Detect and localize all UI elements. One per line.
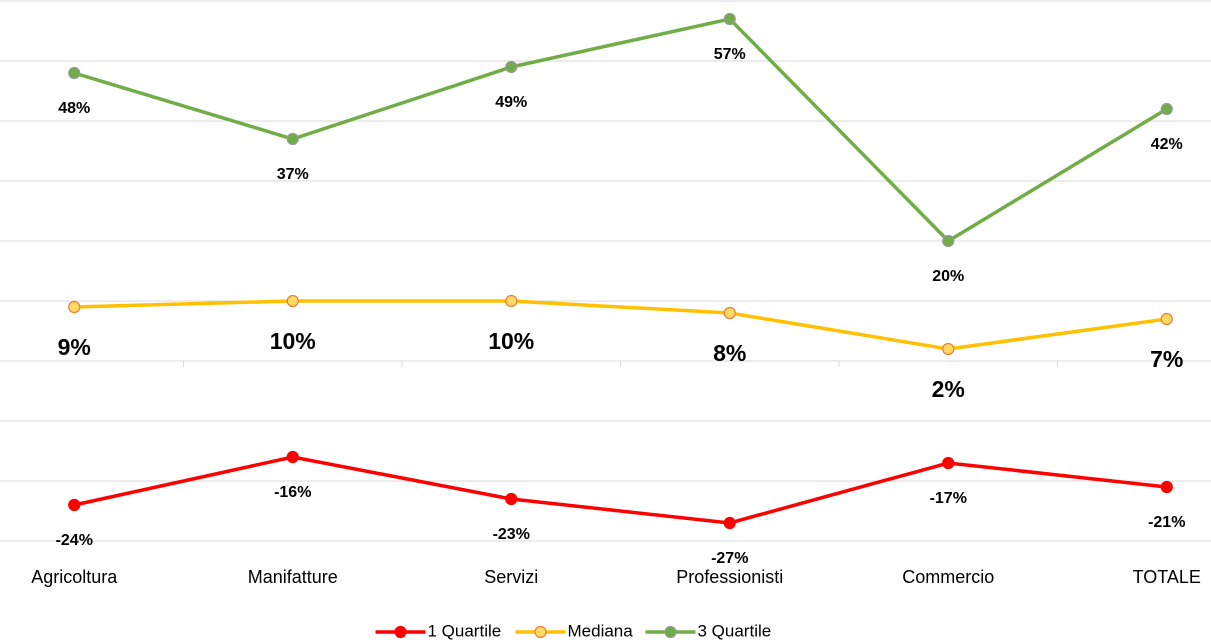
marker: [68, 300, 81, 314]
data-label: -24%: [56, 532, 93, 549]
marker: [942, 234, 955, 248]
series-line: [73, 17, 1168, 244]
marker: [942, 456, 955, 470]
marker: [505, 294, 518, 308]
data-label: 49%: [495, 94, 527, 111]
data-label: 42%: [1151, 136, 1183, 153]
data-label: -23%: [493, 526, 530, 543]
legend-label: 3 Quartile: [698, 621, 772, 640]
marker: [286, 450, 299, 464]
marker: [505, 60, 518, 74]
data-label: 57%: [714, 46, 746, 63]
marker: [68, 66, 81, 80]
marker: [942, 342, 955, 356]
marker: [1160, 480, 1173, 494]
legend-marker: [394, 625, 407, 639]
x-tick-label: Servizi: [484, 567, 538, 587]
marker: [723, 12, 736, 26]
x-tick-label: TOTALE: [1133, 567, 1201, 587]
data-label: 48%: [58, 100, 90, 117]
legend-label: 1 Quartile: [428, 621, 502, 640]
data-label: 9%: [58, 334, 91, 360]
x-tick-label: Manifatture: [248, 567, 338, 587]
marker: [505, 492, 518, 506]
data-label: -16%: [274, 484, 311, 501]
data-label: -21%: [1148, 514, 1185, 531]
data-label: -17%: [930, 490, 967, 507]
data-label: 2%: [932, 376, 965, 402]
data-label: 10%: [270, 328, 316, 354]
marker: [286, 294, 299, 308]
legend-marker: [534, 625, 547, 639]
data-label: 20%: [932, 268, 964, 285]
legend-label: Mediana: [568, 621, 634, 640]
legend: 1 Quartile Mediana 3 Quartile: [375, 621, 772, 640]
data-label: -27%: [711, 550, 748, 567]
x-tick-label: Commercio: [902, 567, 994, 587]
x-tick-label: Professionisti: [676, 567, 783, 587]
marker: [68, 498, 81, 512]
marker: [723, 516, 736, 530]
legend-marker: [664, 625, 677, 639]
marker: [723, 306, 736, 320]
data-label: 10%: [488, 328, 534, 354]
marker: [1160, 312, 1173, 326]
series-line: [74, 299, 1167, 351]
data-label: 7%: [1150, 346, 1183, 372]
data-label: 8%: [713, 340, 746, 366]
series-line: [73, 455, 1167, 525]
marker: [1160, 102, 1173, 116]
x-tick-label: Agricoltura: [31, 567, 118, 587]
marker: [286, 132, 299, 146]
data-label: 37%: [277, 166, 309, 183]
